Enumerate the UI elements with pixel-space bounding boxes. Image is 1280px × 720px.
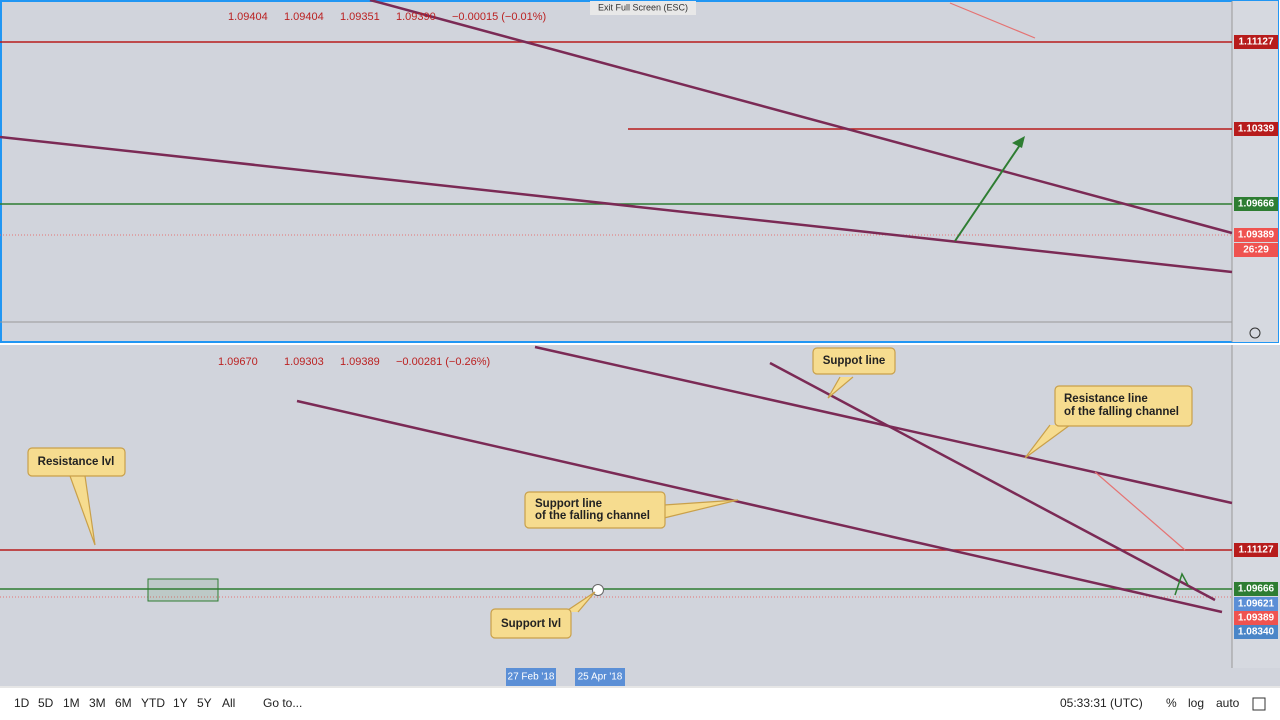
support-line	[769, 361, 1216, 602]
callout-text: Support line	[535, 498, 602, 510]
goto[interactable]: Go to...	[263, 696, 302, 710]
callout	[490, 608, 572, 639]
change: −0.00015 (−0.01%)	[452, 11, 546, 23]
channel-resistance	[534, 345, 1233, 505]
callout-text: Suppot line	[823, 355, 886, 367]
legend: 1.09404 1.09404 1.09351 1.09390 −0.00015…	[228, 11, 546, 23]
callout-text: of the falling channel	[535, 510, 650, 522]
percent-toggle[interactable]: %	[1166, 696, 1177, 710]
callout	[27, 447, 126, 477]
forecast-arrow	[1174, 572, 1189, 596]
callout-text: Support lvl	[501, 618, 561, 630]
range-button[interactable]: 1Y	[173, 696, 188, 710]
range-button[interactable]: 3M	[89, 696, 106, 710]
trend-line	[0, 135, 1233, 274]
fullscreen[interactable]	[1252, 697, 1266, 711]
callout	[812, 347, 896, 375]
date-tag: 25 Apr '18	[578, 672, 623, 683]
price-tag: 1.09666	[1238, 199, 1275, 210]
range-button[interactable]: 5Y	[197, 696, 212, 710]
price-tag: 1.09389	[1238, 230, 1275, 241]
price-tag: 1.09621	[1238, 599, 1275, 610]
callout	[1054, 385, 1193, 427]
price-tag: 1.11127	[1238, 37, 1273, 48]
channel-support	[296, 399, 1223, 614]
callout-text: Resistance line	[1064, 393, 1148, 405]
low: 1.09351	[340, 11, 380, 23]
price-axis	[1232, 1, 1278, 342]
log-toggle[interactable]: log	[1188, 696, 1204, 710]
callout-text: Resistance lvl	[38, 456, 115, 468]
trend-line	[1094, 471, 1186, 551]
trend-line	[369, 0, 1233, 235]
legend: 1.09670 1.09303 1.09389 −0.00281 (−0.26%…	[218, 356, 490, 368]
auto-toggle[interactable]: auto	[1216, 696, 1240, 710]
range-button[interactable]: 1D	[14, 696, 30, 710]
open: 1.09404	[228, 11, 268, 23]
date-tag: 27 Feb '18	[508, 672, 555, 683]
clock: 05:33:31 (UTC)	[1060, 696, 1143, 710]
price-tag: 1.08340	[1238, 627, 1275, 638]
range-button[interactable]: 5D	[38, 696, 54, 710]
forecast-arrow	[954, 141, 1023, 242]
arrow-head	[1012, 136, 1025, 148]
exit-fullscreen-label[interactable]: Exit Full Screen (ESC)	[598, 2, 688, 12]
anchor-point	[592, 584, 604, 596]
range-button[interactable]: 1M	[63, 696, 80, 710]
close: 1.09390	[396, 11, 436, 23]
trend-line	[949, 2, 1036, 39]
range-button[interactable]: All	[222, 696, 235, 710]
breakout-box	[147, 578, 219, 602]
range-button[interactable]: YTD	[141, 696, 165, 710]
top-pane	[0, 0, 1279, 343]
price-tag: 1.10339	[1238, 124, 1275, 135]
exit-fullscreen[interactable]	[590, 1, 696, 15]
range-buttons: 1D 5D 1M 3M 6M YTD 1Y 5Y All	[14, 696, 235, 710]
callout	[524, 491, 666, 529]
callout-text: of the falling channel	[1064, 406, 1179, 418]
range-button[interactable]: 6M	[115, 696, 132, 710]
settings[interactable]	[1249, 327, 1261, 339]
low: 1.09389	[340, 356, 380, 368]
open: 1.09670	[218, 356, 258, 368]
price-tag: 1.11127	[1238, 545, 1273, 556]
high: 1.09303	[284, 356, 324, 368]
price-tag: 1.09389	[1238, 613, 1275, 624]
countdown: 26:29	[1243, 245, 1269, 256]
change: −0.00281 (−0.26%)	[396, 356, 490, 368]
high: 1.09404	[284, 11, 324, 23]
price-tag: 1.09666	[1238, 584, 1275, 595]
